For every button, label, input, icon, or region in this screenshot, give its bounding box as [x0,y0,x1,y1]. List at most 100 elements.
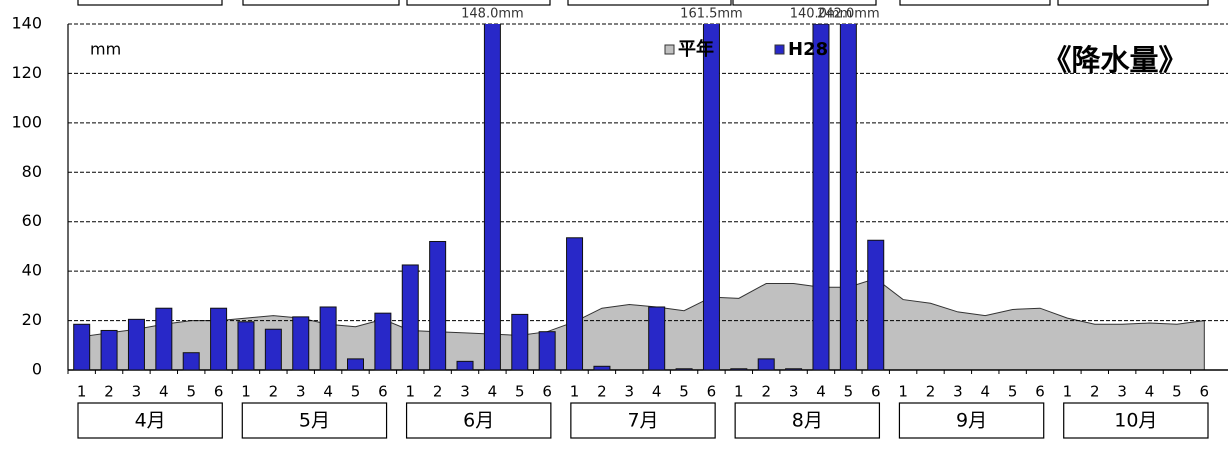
chart-title: 《降水量》 [1042,43,1187,77]
unit-label: mm [90,40,121,59]
y-tick-label: 40 [22,261,42,280]
top-frames [77,0,1209,6]
x-tick-label: 6 [214,383,224,401]
month-box [734,402,881,439]
bar [812,24,830,371]
x-tick-label: 3 [296,383,306,401]
x-tick-label: 6 [378,383,388,401]
x-tick-label: 1 [405,383,415,401]
y-tick-label: 20 [22,310,42,329]
month-label: 7月 [627,410,658,432]
bar [155,307,173,371]
month-label: 9月 [956,410,987,432]
value-label: 140.0mm [790,7,853,22]
x-tick-label: 2 [1090,383,1100,401]
bar [374,312,392,371]
bar [182,352,200,371]
x-tick-label: 3 [625,383,635,401]
month-box [405,402,552,439]
bar [237,321,255,371]
bar [648,306,666,371]
bar [264,328,282,371]
x-tick-label: 4 [652,383,662,401]
x-tick-label: 3 [953,383,963,401]
x-tick-label: 2 [104,383,114,401]
x-tick-label: 2 [761,383,771,401]
x-tick-label: 1 [77,383,87,401]
y-tick-label: 80 [22,162,42,181]
x-tick-label: 1 [570,383,580,401]
x-tick-label: 4 [488,383,498,401]
x-tick-label: 5 [844,383,854,401]
x-tick-label: 3 [460,383,470,401]
month-label: 6月 [463,410,494,432]
bar [456,360,474,371]
bar [702,24,720,371]
x-tick-label: 4 [816,383,826,401]
bar [73,323,91,371]
bar [429,240,447,371]
bar [675,368,693,371]
x-tick-label: 4 [1145,383,1155,401]
bar [538,331,556,371]
y-tick-label: 120 [11,63,42,82]
x-tick-label: 1 [241,383,251,401]
bar [210,307,228,371]
value-label: 148.0mm [461,7,524,22]
value-label: 242.0mm [817,7,880,22]
month-label: 8月 [792,410,823,432]
bar [867,239,885,371]
bar [730,368,748,371]
month-box [241,402,388,439]
legend-label: H28 [788,39,828,60]
value-label: 161.5mm [680,7,743,22]
bar [593,365,611,371]
x-tick-label: 5 [351,383,361,401]
y-tick-label: 140 [11,14,42,33]
x-tick-label: 2 [597,383,607,401]
x-tick-label: 5 [679,383,689,401]
month-label: 4月 [135,410,166,432]
month-box [77,402,223,439]
x-tick-label: 4 [323,383,333,401]
x-tick-label: 2 [269,383,279,401]
bar [401,264,419,371]
bar [127,318,145,371]
month-label: 10月 [1114,410,1157,432]
x-tick-label: 5 [515,383,525,401]
bar [785,368,803,371]
bars [73,24,885,371]
x-tick-label: 6 [1200,383,1210,401]
x-tick-label: 2 [926,383,936,401]
bar [100,329,118,371]
bar [566,237,584,371]
y-tick-label: 0 [32,360,42,379]
bar [347,358,364,371]
x-tick-label: 6 [542,383,552,401]
x-tick-label: 6 [1035,383,1045,401]
x-tick-label: 5 [1172,383,1182,401]
x-tick-label: 1 [734,383,744,401]
bar [319,306,337,371]
x-tick-label: 6 [707,383,717,401]
x-tick-label: 2 [433,383,443,401]
x-tick-label: 4 [159,383,169,401]
month-label: 5月 [299,410,330,432]
bar [757,358,775,371]
x-tick-label: 3 [132,383,142,401]
x-tick-label: 5 [1008,383,1018,401]
x-tick-label: 3 [789,383,799,401]
bar [511,313,529,371]
x-tick-label: 4 [980,383,990,401]
bar [839,24,857,371]
legend-swatch [774,44,785,55]
y-tick-label: 100 [11,112,42,131]
legend-swatch [664,44,675,55]
x-tick-label: 6 [871,383,881,401]
y-tick-label: 60 [22,211,42,230]
x-tick-label: 3 [1117,383,1127,401]
x-tick-label: 1 [898,383,908,401]
legend-label: 平年 [678,38,714,60]
x-tick-label: 5 [186,383,196,401]
